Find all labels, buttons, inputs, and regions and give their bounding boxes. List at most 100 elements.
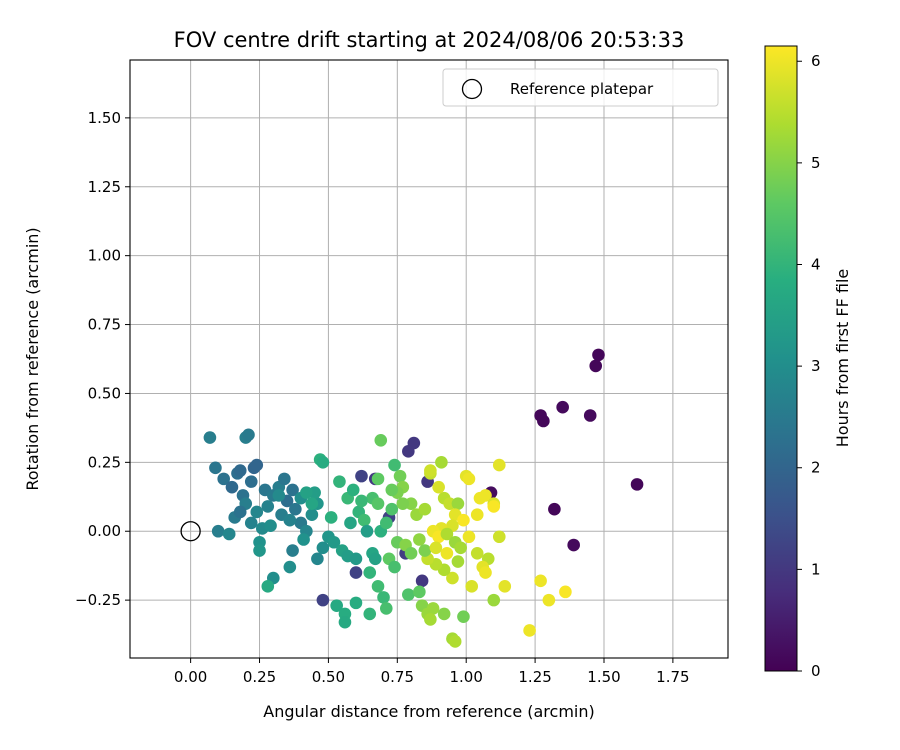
data-point bbox=[479, 566, 492, 579]
data-point bbox=[349, 596, 363, 610]
data-point bbox=[300, 486, 313, 499]
data-point bbox=[286, 544, 299, 557]
data-point bbox=[244, 475, 258, 488]
data-point bbox=[371, 580, 385, 593]
y-tick-label: 0.75 bbox=[88, 316, 121, 334]
data-point bbox=[374, 433, 388, 447]
x-axis-label: Angular distance from reference (arcmin) bbox=[263, 702, 594, 721]
y-tick-label: 1.00 bbox=[88, 247, 121, 265]
colorbar-tick-label: 2 bbox=[811, 459, 821, 477]
data-point bbox=[523, 624, 536, 637]
legend-label: Reference platepar bbox=[510, 80, 654, 98]
data-point bbox=[261, 580, 275, 593]
data-point bbox=[363, 607, 377, 621]
y-axis-ticks: −0.25 0.00 0.25 0.50 0.75 1.00 1.25 1.50 bbox=[75, 109, 130, 609]
y-tick-label: 0.00 bbox=[88, 522, 121, 540]
chart-title: FOV centre drift starting at 2024/08/06 … bbox=[174, 28, 685, 52]
data-point bbox=[404, 546, 418, 560]
legend-marker bbox=[461, 78, 483, 100]
data-point bbox=[349, 566, 363, 579]
data-point bbox=[316, 456, 330, 469]
data-point bbox=[457, 513, 470, 527]
data-point bbox=[203, 431, 217, 444]
plot-frame bbox=[129, 59, 729, 659]
legend: Reference platepar bbox=[442, 68, 719, 107]
data-point bbox=[289, 502, 302, 516]
colorbar-tick-label: 5 bbox=[811, 154, 821, 172]
data-point bbox=[583, 409, 597, 422]
data-point bbox=[424, 464, 437, 477]
data-point bbox=[244, 516, 258, 530]
data-point bbox=[537, 414, 550, 428]
data-point bbox=[630, 478, 644, 491]
data-point bbox=[592, 348, 605, 362]
data-point bbox=[379, 516, 393, 530]
data-point bbox=[346, 483, 360, 497]
x-tick-label: 0.00 bbox=[174, 668, 207, 686]
data-point bbox=[418, 502, 432, 516]
data-point bbox=[446, 571, 459, 585]
data-point bbox=[454, 541, 467, 555]
data-point bbox=[542, 593, 556, 607]
data-point bbox=[211, 524, 225, 538]
data-point bbox=[344, 516, 357, 530]
data-point bbox=[316, 593, 330, 607]
x-tick-label: 0.75 bbox=[381, 668, 414, 686]
data-point bbox=[379, 602, 393, 615]
y-axis-label: Rotation from reference (arcmin) bbox=[23, 227, 42, 490]
data-point bbox=[278, 472, 291, 486]
colorbar-tick-label: 0 bbox=[811, 662, 821, 680]
data-point bbox=[435, 456, 448, 469]
x-tick-label: 0.25 bbox=[243, 668, 276, 686]
data-point bbox=[437, 607, 451, 621]
colorbar-gradient bbox=[764, 45, 798, 672]
data-point bbox=[429, 541, 443, 555]
data-point bbox=[462, 530, 476, 544]
data-point bbox=[283, 513, 297, 527]
grid-lines bbox=[130, 60, 728, 658]
data-point bbox=[327, 535, 341, 549]
y-tick-label: 1.50 bbox=[88, 109, 121, 127]
data-point bbox=[487, 500, 501, 513]
data-point bbox=[589, 359, 603, 373]
data-point bbox=[222, 527, 236, 541]
data-point bbox=[388, 458, 401, 472]
data-point bbox=[357, 513, 371, 527]
data-point bbox=[465, 580, 479, 593]
colorbar-tick-label: 4 bbox=[811, 255, 821, 273]
data-point bbox=[440, 546, 454, 560]
y-tick-label: 0.50 bbox=[88, 384, 121, 402]
data-point bbox=[396, 497, 410, 510]
data-point bbox=[253, 544, 266, 557]
y-tick-label: 0.25 bbox=[88, 453, 121, 471]
data-point bbox=[297, 533, 310, 546]
data-point bbox=[333, 475, 346, 488]
x-tick-label: 1.75 bbox=[656, 668, 689, 686]
colorbar-ticks: 0 1 2 3 4 5 6 bbox=[797, 52, 821, 680]
colorbar-tick-label: 6 bbox=[811, 52, 821, 70]
data-point bbox=[311, 552, 324, 566]
data-point bbox=[316, 541, 330, 555]
data-point bbox=[283, 560, 297, 574]
data-point bbox=[250, 505, 264, 519]
data-point bbox=[492, 530, 506, 544]
data-point bbox=[324, 511, 338, 524]
legend-box bbox=[442, 68, 719, 107]
data-point bbox=[385, 483, 399, 497]
data-point bbox=[377, 591, 390, 604]
data-point bbox=[457, 610, 470, 623]
x-tick-label: 0.50 bbox=[312, 668, 345, 686]
data-point bbox=[330, 599, 343, 612]
data-point bbox=[385, 502, 399, 516]
x-tick-label: 1.50 bbox=[587, 668, 620, 686]
data-point bbox=[559, 585, 572, 599]
data-point bbox=[470, 546, 484, 560]
data-point bbox=[567, 538, 580, 552]
data-point bbox=[479, 489, 492, 502]
data-point bbox=[349, 552, 363, 566]
data-point bbox=[424, 613, 437, 626]
data-point bbox=[402, 588, 415, 601]
data-point bbox=[286, 483, 299, 497]
data-point bbox=[393, 469, 407, 483]
data-points bbox=[203, 348, 644, 648]
